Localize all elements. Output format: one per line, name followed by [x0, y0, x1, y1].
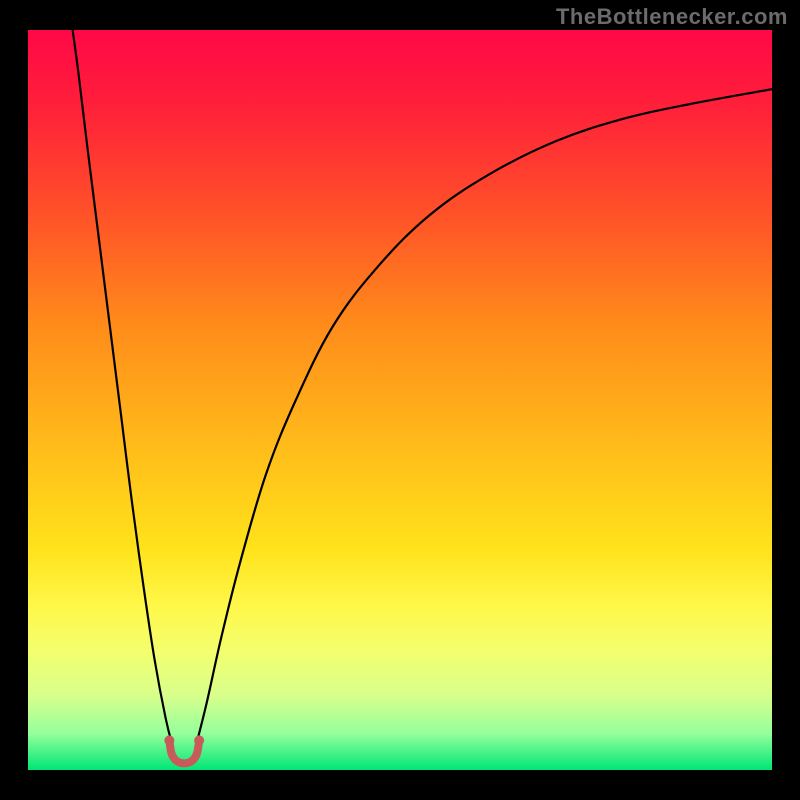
- watermark-text: TheBottlenecker.com: [556, 4, 788, 30]
- u-marker-right-dot: [194, 735, 204, 745]
- u-marker-left-dot: [164, 735, 174, 745]
- chart-background: [28, 30, 772, 770]
- bottleneck-chart: [0, 0, 800, 800]
